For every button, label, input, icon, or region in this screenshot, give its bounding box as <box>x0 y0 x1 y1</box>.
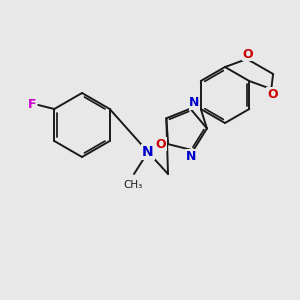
Text: O: O <box>267 88 278 100</box>
Text: N: N <box>142 145 154 159</box>
Text: N: N <box>186 150 196 163</box>
Text: CH₃: CH₃ <box>123 180 142 190</box>
Text: O: O <box>156 138 167 151</box>
Text: N: N <box>189 96 200 109</box>
Text: O: O <box>243 47 253 61</box>
Text: F: F <box>28 98 36 110</box>
